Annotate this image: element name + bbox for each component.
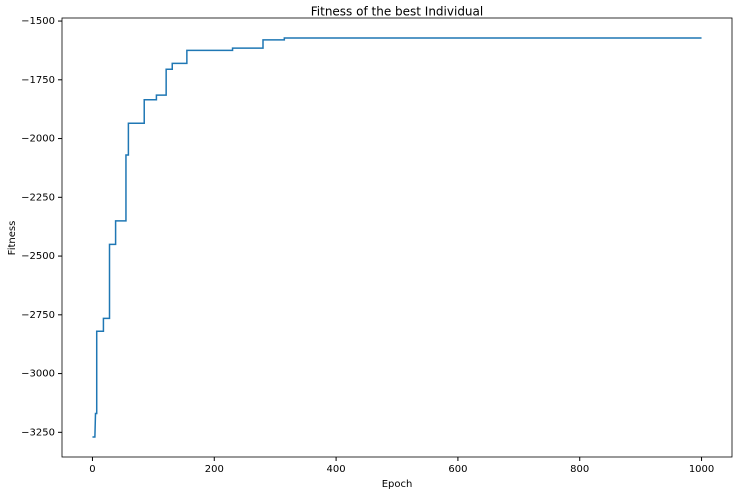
x-tick-label: 800 — [570, 464, 589, 475]
y-tick-label: −3250 — [21, 427, 55, 438]
line-series — [92, 37, 702, 438]
y-tick-label: −2250 — [21, 192, 55, 203]
y-tick-label: −1500 — [21, 16, 55, 27]
x-tick-label: 600 — [448, 464, 467, 475]
y-tick-label: −3000 — [21, 369, 55, 380]
y-tick-label: −1750 — [21, 75, 55, 86]
plot-frame — [61, 17, 733, 458]
x-axis-label: Epoch — [382, 479, 413, 490]
x-tick-label: 1000 — [689, 464, 714, 475]
y-axis-label: Fitness — [7, 221, 18, 256]
chart-title: Fitness of the best Individual — [311, 5, 483, 19]
y-tick-label: −2500 — [21, 251, 55, 262]
y-tick-label: −2750 — [21, 310, 55, 321]
x-tick-label: 400 — [327, 464, 346, 475]
x-tick-label: 0 — [89, 464, 95, 475]
x-tick-label: 200 — [205, 464, 224, 475]
y-tick-label: −2000 — [21, 134, 55, 145]
